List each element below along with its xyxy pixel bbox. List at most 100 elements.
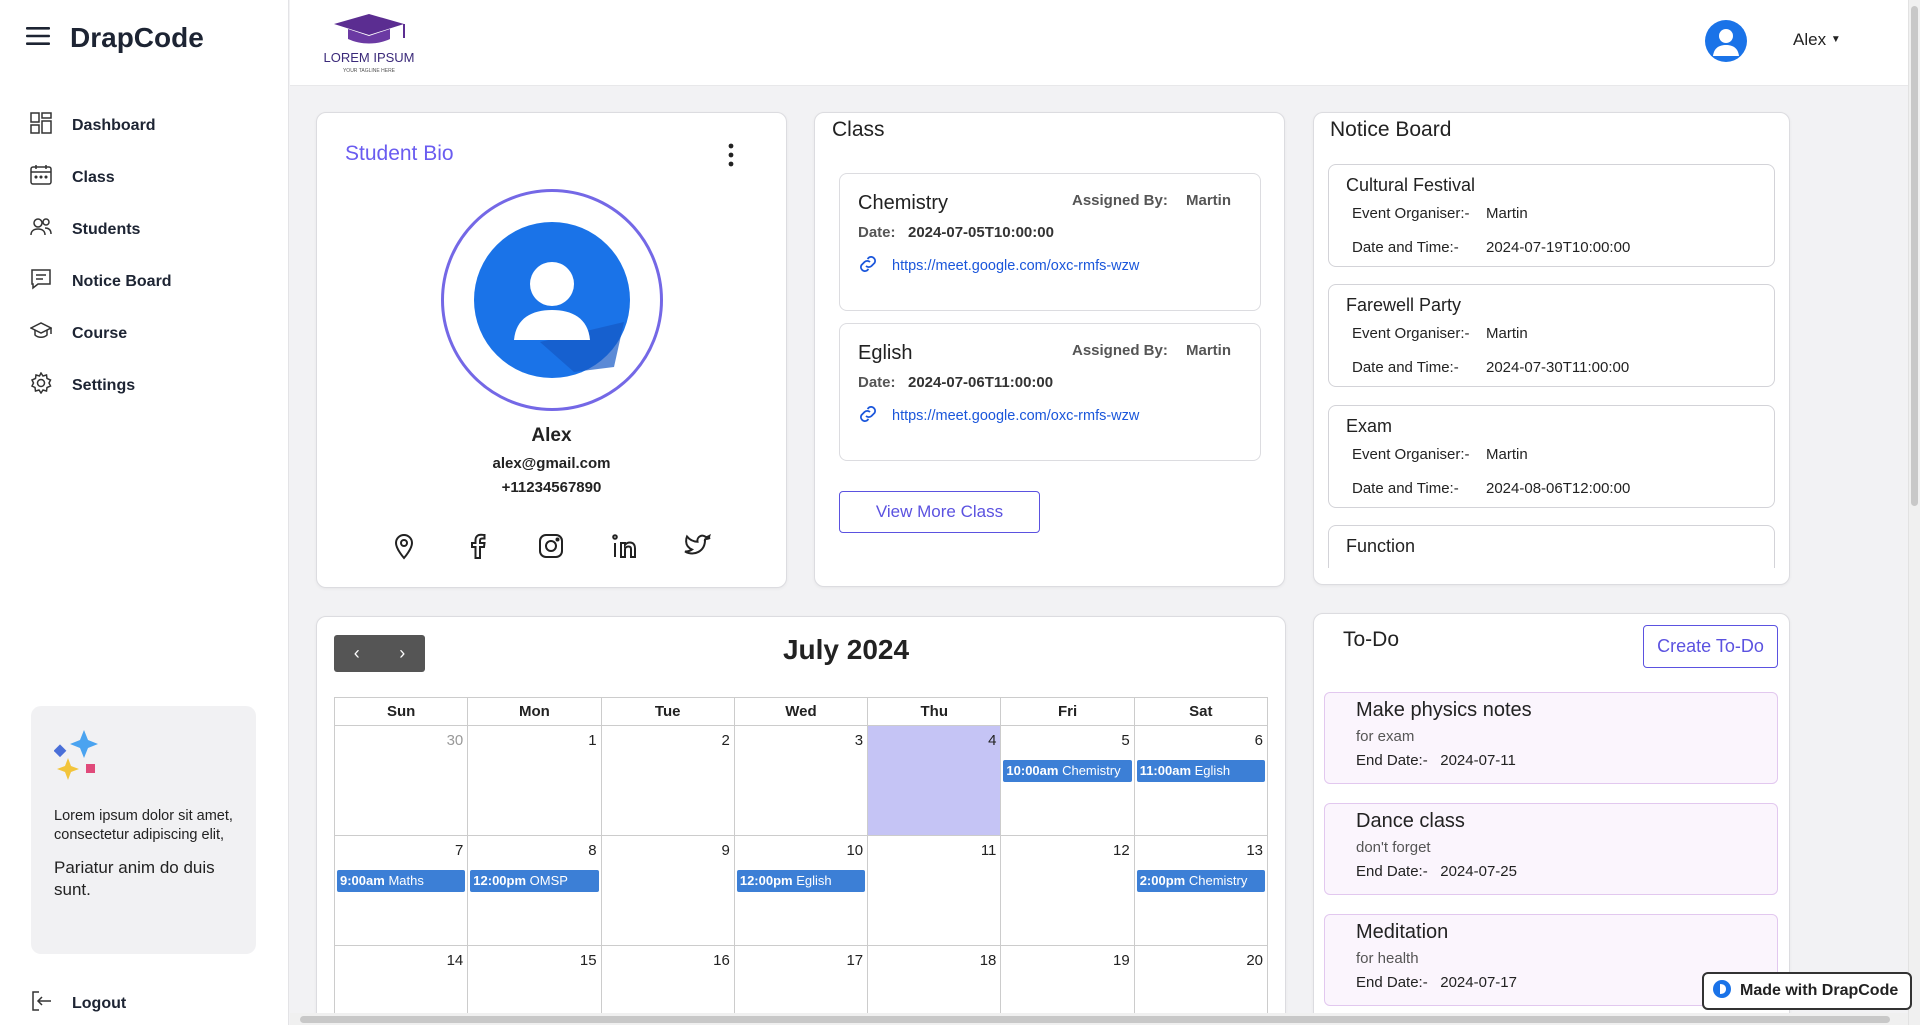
brand-title: DrapCode <box>70 22 204 53</box>
notice-board-icon <box>30 268 52 295</box>
calendar-day-cell[interactable]: 15 <box>467 945 602 1025</box>
instagram-icon[interactable] <box>537 532 565 560</box>
sidebar-item-course[interactable]: Course <box>29 320 127 347</box>
vertical-scrollbar[interactable] <box>1908 0 1920 1025</box>
user-menu[interactable]: Alex ▼ <box>1793 30 1841 50</box>
meet-link[interactable]: https://meet.google.com/oxc-rmfs-wzw <box>858 254 1139 278</box>
sidebar-item-dashboard[interactable]: Dashboard <box>30 112 156 139</box>
event-title: Maths <box>388 873 424 888</box>
sidebar-item-settings[interactable]: Settings <box>30 371 135 399</box>
calendar-day-cell[interactable]: 30 <box>333 725 469 836</box>
day-number: 19 <box>1113 952 1130 969</box>
calendar-event[interactable]: 2:00pm Chemistry <box>1136 870 1265 892</box>
day-number: 8 <box>588 842 597 859</box>
calendar-day-cell[interactable]: 13 2:00pm Chemistry <box>1133 835 1269 946</box>
sidebar-item-notice-board[interactable]: Notice Board <box>30 268 172 295</box>
calendar-day-cell[interactable]: 4 <box>867 725 1002 836</box>
twitter-icon[interactable] <box>684 532 712 560</box>
day-number: 9 <box>721 842 730 859</box>
datetime-label: Date and Time:- <box>1352 480 1459 497</box>
sidebar-item-label: Students <box>72 220 141 238</box>
notice-item[interactable]: Cultural Festival Event Organiser:- Marti… <box>1328 164 1775 267</box>
calendar-day-cell[interactable]: 12 <box>1000 835 1135 946</box>
calendar-event[interactable]: 9:00am Maths <box>337 870 466 892</box>
calendar-grid: Sun Mon Tue Wed Thu Fri Sat 30 1 2 3 4 5 10:00… <box>333 697 1269 1025</box>
hamburger-menu-icon[interactable] <box>26 26 50 51</box>
sidebar-item-class[interactable]: Class <box>30 164 115 191</box>
facebook-icon[interactable] <box>464 532 492 560</box>
notice-title: Cultural Festival <box>1346 175 1476 195</box>
datetime-label: Date and Time:- <box>1352 239 1459 256</box>
event-title: Chemistry <box>1188 873 1248 888</box>
calendar-event[interactable]: 12:00pm Eglish <box>736 870 866 892</box>
calendar-day-cell[interactable]: 18 <box>867 945 1002 1025</box>
end-date-label: End Date:- <box>1356 752 1428 769</box>
organiser-value: Martin <box>1486 325 1528 342</box>
calendar-day-cell[interactable]: 11 <box>867 835 1002 946</box>
scroll-thumb[interactable] <box>300 1016 1890 1023</box>
class-subject: Eglish <box>858 342 913 364</box>
calendar-day-cell[interactable]: 2 <box>600 725 735 836</box>
end-date-value: 2024-07-25 <box>1440 863 1517 880</box>
todo-item[interactable]: Dance class don't forget End Date:- 2024… <box>1324 803 1778 895</box>
link-icon <box>858 254 878 278</box>
assigned-by-label: Assigned By: <box>1072 192 1168 209</box>
todo-item-desc: for health <box>1356 950 1419 967</box>
prev-month-button[interactable]: ‹ <box>334 635 380 672</box>
notice-item[interactable]: Exam Event Organiser:- Martin Date and Ti… <box>1328 405 1775 508</box>
datetime-value: 2024-08-06T12:00:00 <box>1486 480 1631 497</box>
link-icon <box>858 404 878 428</box>
calendar-week-row: 14 15 16 17 18 19 20 <box>333 945 1269 1025</box>
calendar-event[interactable]: 11:00am Eglish <box>1136 760 1265 782</box>
scroll-thumb[interactable] <box>1911 6 1918 506</box>
meet-link[interactable]: https://meet.google.com/oxc-rmfs-wzw <box>858 404 1139 428</box>
event-time: 12:00pm <box>739 873 793 888</box>
more-vertical-icon[interactable] <box>723 142 739 168</box>
calendar-day-cell[interactable]: 5 10:00am Chemistry <box>1000 725 1135 836</box>
weekday-header: Tue <box>600 697 735 726</box>
avatar[interactable] <box>1705 20 1747 62</box>
calendar-nav: ‹ › <box>334 635 425 672</box>
promo-card: Lorem ipsum dolor sit amet, consectetur … <box>31 706 256 954</box>
logout-button[interactable]: Logout <box>30 990 126 1017</box>
calendar-day-cell[interactable]: 19 <box>1000 945 1135 1025</box>
notice-title: Function <box>1346 536 1416 556</box>
sidebar-item-label: Notice Board <box>72 272 172 290</box>
next-month-button[interactable]: › <box>380 635 426 672</box>
location-icon[interactable] <box>390 532 418 560</box>
todo-item[interactable]: Make physics notes for exam End Date:- 2… <box>1324 692 1778 784</box>
notice-item[interactable]: Farewell Party Event Organiser:- Martin D… <box>1328 284 1775 387</box>
calendar-day-cell[interactable]: 10 12:00pm Eglish <box>733 835 869 946</box>
assigned-by-value: Martin <box>1186 192 1231 209</box>
calendar-day-cell[interactable]: 14 <box>333 945 469 1025</box>
day-number: 17 <box>846 952 864 969</box>
made-with-drapcode-badge[interactable]: Made with DrapCode <box>1702 972 1912 1010</box>
caret-down-icon: ▼ <box>1830 34 1841 45</box>
view-more-class-button[interactable]: View More Class <box>839 491 1040 533</box>
calendar-day-cell[interactable]: 6 11:00am Eglish <box>1133 725 1269 836</box>
assigned-by-value: Martin <box>1186 342 1231 359</box>
organiser-label: Event Organiser:- <box>1352 205 1470 222</box>
day-number: 20 <box>1246 952 1263 969</box>
class-item: Chemistry Assigned By: Martin Date: 2024… <box>839 173 1261 311</box>
calendar-event[interactable]: 10:00am Chemistry <box>1003 760 1132 782</box>
calendar-event[interactable]: 12:00pm OMSP <box>470 870 599 892</box>
calendar-day-cell[interactable]: 7 9:00am Maths <box>333 835 469 946</box>
notice-item[interactable]: Function <box>1328 525 1775 568</box>
weekday-header: Sat <box>1133 697 1269 726</box>
calendar-day-cell[interactable]: 3 <box>733 725 869 836</box>
linkedin-icon[interactable] <box>610 532 638 560</box>
brand: DrapCode <box>26 22 204 54</box>
day-number: 7 <box>454 842 464 859</box>
weekday-header: Sun <box>333 697 469 726</box>
sparkle-logo-icon <box>53 730 100 788</box>
calendar-day-cell[interactable]: 1 <box>467 725 602 836</box>
horizontal-scrollbar[interactable] <box>290 1013 1908 1025</box>
day-number: 11 <box>980 842 997 859</box>
calendar-day-cell[interactable]: 8 12:00pm OMSP <box>467 835 602 946</box>
calendar-day-cell[interactable]: 9 <box>600 835 735 946</box>
create-todo-button[interactable]: Create To-Do <box>1643 625 1778 668</box>
sidebar-item-students[interactable]: Students <box>30 216 140 243</box>
class-item: Eglish Assigned By: Martin Date: 2024-07… <box>839 323 1261 461</box>
calendar-day-cell[interactable]: 20 <box>1133 945 1269 1025</box>
